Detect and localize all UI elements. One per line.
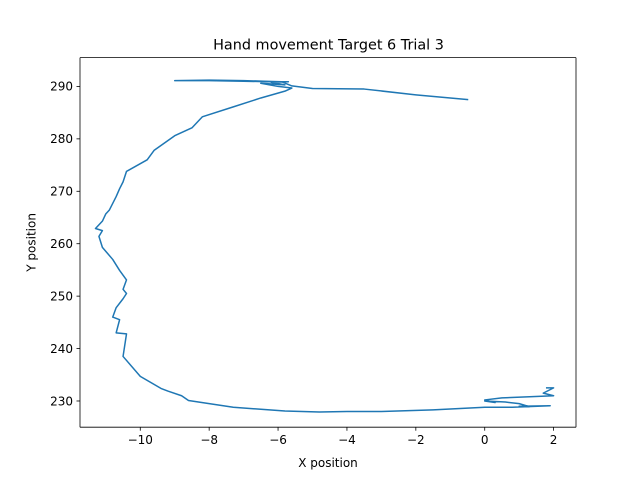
chart-title: Hand movement Target 6 Trial 3 bbox=[213, 38, 444, 54]
x-tick-label: 0 bbox=[481, 433, 489, 447]
y-tick-label: 280 bbox=[50, 132, 73, 146]
y-axis-label: Y position bbox=[25, 213, 39, 273]
x-tick-label: −4 bbox=[338, 433, 356, 447]
x-axis-label: X position bbox=[298, 456, 358, 470]
y-tick-label: 260 bbox=[50, 237, 73, 251]
x-tick-label: −10 bbox=[128, 433, 153, 447]
x-tick-label: −8 bbox=[200, 433, 218, 447]
y-axis-ticks: 230 240 250 260 270 280 290 bbox=[50, 80, 80, 408]
y-tick-label: 290 bbox=[50, 80, 73, 94]
plot-area bbox=[79, 57, 577, 428]
x-tick-label: −6 bbox=[269, 433, 287, 447]
y-tick-label: 240 bbox=[50, 342, 73, 356]
y-tick-label: 270 bbox=[50, 185, 73, 199]
series-line-trajectory bbox=[94, 79, 555, 413]
series-layer bbox=[94, 79, 555, 413]
y-tick-label: 230 bbox=[50, 394, 73, 408]
x-axis-ticks: −10 −8 −6 −4 −2 0 2 bbox=[128, 427, 558, 447]
plot-frame bbox=[80, 57, 576, 428]
y-tick-label: 250 bbox=[50, 289, 73, 303]
x-tick-label: −2 bbox=[407, 433, 425, 447]
x-tick-label: 2 bbox=[550, 433, 558, 447]
